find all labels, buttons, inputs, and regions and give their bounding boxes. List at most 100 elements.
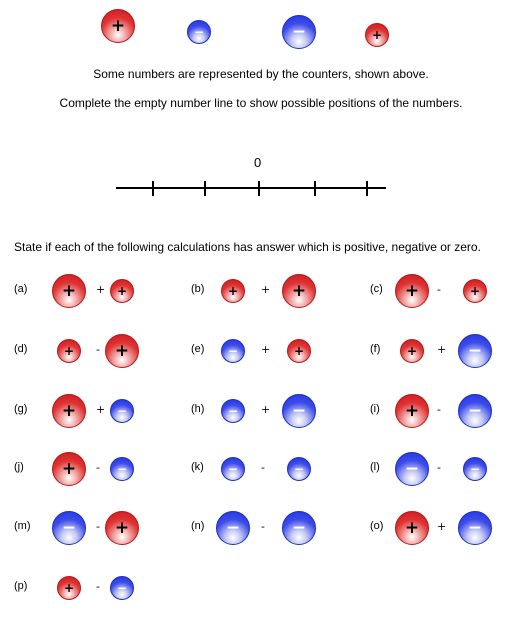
problem-left-counter: + xyxy=(395,274,429,308)
legend-counter-negative: − xyxy=(282,15,316,49)
problem-operator: - xyxy=(437,461,441,474)
counter-sign: + xyxy=(116,284,128,298)
problem-left-counter: + xyxy=(400,339,424,363)
counter-sign: + xyxy=(61,458,77,479)
problem-label: (b) xyxy=(191,283,205,295)
counter-sign: + xyxy=(406,344,418,358)
problem-right-counter: + xyxy=(105,334,139,368)
problem-left-counter: − xyxy=(221,339,245,363)
problem-label: (l) xyxy=(370,461,380,473)
problem-operator: - xyxy=(96,461,100,474)
problem-right-counter: − xyxy=(282,394,316,428)
problem-right-counter: − xyxy=(110,399,134,423)
problem-left-counter: − xyxy=(221,457,245,481)
counter-sign: + xyxy=(227,284,239,298)
problem-operator: - xyxy=(261,461,265,474)
counter-sign: − xyxy=(467,400,483,421)
problem-operator: + xyxy=(261,403,271,416)
counter-sign: + xyxy=(61,280,77,301)
counter-sign: − xyxy=(293,462,305,476)
problem-operator: - xyxy=(261,520,265,533)
counter-sign: + xyxy=(61,400,77,421)
problem-operator: + xyxy=(437,343,447,356)
problem-right-counter: − xyxy=(458,394,492,428)
problem-right-counter: + xyxy=(463,279,487,303)
counter-sign: − xyxy=(467,517,483,538)
counter-sign: − xyxy=(116,462,128,476)
counter-sign: + xyxy=(404,517,420,538)
legend-counter-negative: − xyxy=(187,20,211,44)
problem-left-counter: + xyxy=(57,339,81,363)
problem-label: (h) xyxy=(191,403,205,415)
problem-operator: - xyxy=(437,403,441,416)
problem-right-counter: − xyxy=(282,511,316,545)
problem-label: (d) xyxy=(14,343,28,355)
problem-left-counter: + xyxy=(395,394,429,428)
problem-operator: + xyxy=(96,283,106,296)
problem-right-counter: − xyxy=(110,457,134,481)
problem-label: (c) xyxy=(370,283,383,295)
counter-sign: − xyxy=(225,517,241,538)
problem-right-counter: + xyxy=(110,279,134,303)
problem-operator: + xyxy=(261,343,271,356)
counter-sign: + xyxy=(114,340,130,361)
problem-left-counter: + xyxy=(52,394,86,428)
problem-left-counter: + xyxy=(395,511,429,545)
counter-sign: − xyxy=(116,404,128,418)
problem-operator: - xyxy=(96,580,100,593)
problem-right-counter: − xyxy=(458,511,492,545)
number-line-ticks xyxy=(152,181,368,196)
problem-operator: + xyxy=(261,283,271,296)
problem-operator: + xyxy=(437,520,447,533)
legend-counter-positive: + xyxy=(101,9,135,43)
problem-right-counter: + xyxy=(105,511,139,545)
counter-sign: + xyxy=(404,400,420,421)
counter-sign: − xyxy=(291,21,307,42)
problem-left-counter: + xyxy=(52,274,86,308)
counter-sign: − xyxy=(291,400,307,421)
problem-label: (o) xyxy=(370,520,384,532)
problem-left-counter: + xyxy=(221,279,245,303)
counter-sign: − xyxy=(227,404,239,418)
counter-sign: − xyxy=(291,517,307,538)
counter-sign: − xyxy=(227,344,239,358)
problem-label: (i) xyxy=(370,403,380,415)
counter-sign: + xyxy=(291,280,307,301)
problem-right-counter: + xyxy=(282,274,316,308)
counter-sign: − xyxy=(469,462,481,476)
instruction-line-2: Complete the empty number line to show p… xyxy=(59,96,463,110)
problem-right-counter: − xyxy=(458,334,492,368)
counter-sign: − xyxy=(116,581,128,595)
counter-sign: + xyxy=(114,517,130,538)
problem-left-counter: + xyxy=(52,452,86,486)
instruction-line-1: Some numbers are represented by the coun… xyxy=(93,67,429,81)
problem-operator: - xyxy=(96,520,100,533)
problem-left-counter: − xyxy=(216,511,250,545)
problem-right-counter: − xyxy=(110,576,134,600)
problem-left-counter: − xyxy=(221,399,245,423)
counter-sign: − xyxy=(193,25,205,39)
problem-operator: + xyxy=(96,403,106,416)
legend-counter-positive: + xyxy=(365,23,389,47)
problem-left-counter: − xyxy=(52,511,86,545)
problem-left-counter: + xyxy=(57,576,81,600)
problem-label: (n) xyxy=(191,520,205,532)
problem-label: (p) xyxy=(14,580,28,592)
number-line-zero-label: 0 xyxy=(254,155,262,170)
problem-label: (a) xyxy=(14,283,28,295)
counter-sign: + xyxy=(63,344,75,358)
problem-label: (g) xyxy=(14,403,28,415)
problem-right-counter: + xyxy=(287,339,311,363)
counter-sign: + xyxy=(293,344,305,358)
problem-label: (j) xyxy=(14,461,24,473)
problem-operator: - xyxy=(96,343,100,356)
problem-operator: - xyxy=(437,283,441,296)
problem-right-counter: − xyxy=(463,457,487,481)
problem-left-counter: − xyxy=(395,452,429,486)
counter-sign: + xyxy=(63,581,75,595)
counter-sign: − xyxy=(404,458,420,479)
counter-sign: + xyxy=(469,284,481,298)
counter-sign: + xyxy=(110,15,126,36)
problem-label: (k) xyxy=(191,461,204,473)
